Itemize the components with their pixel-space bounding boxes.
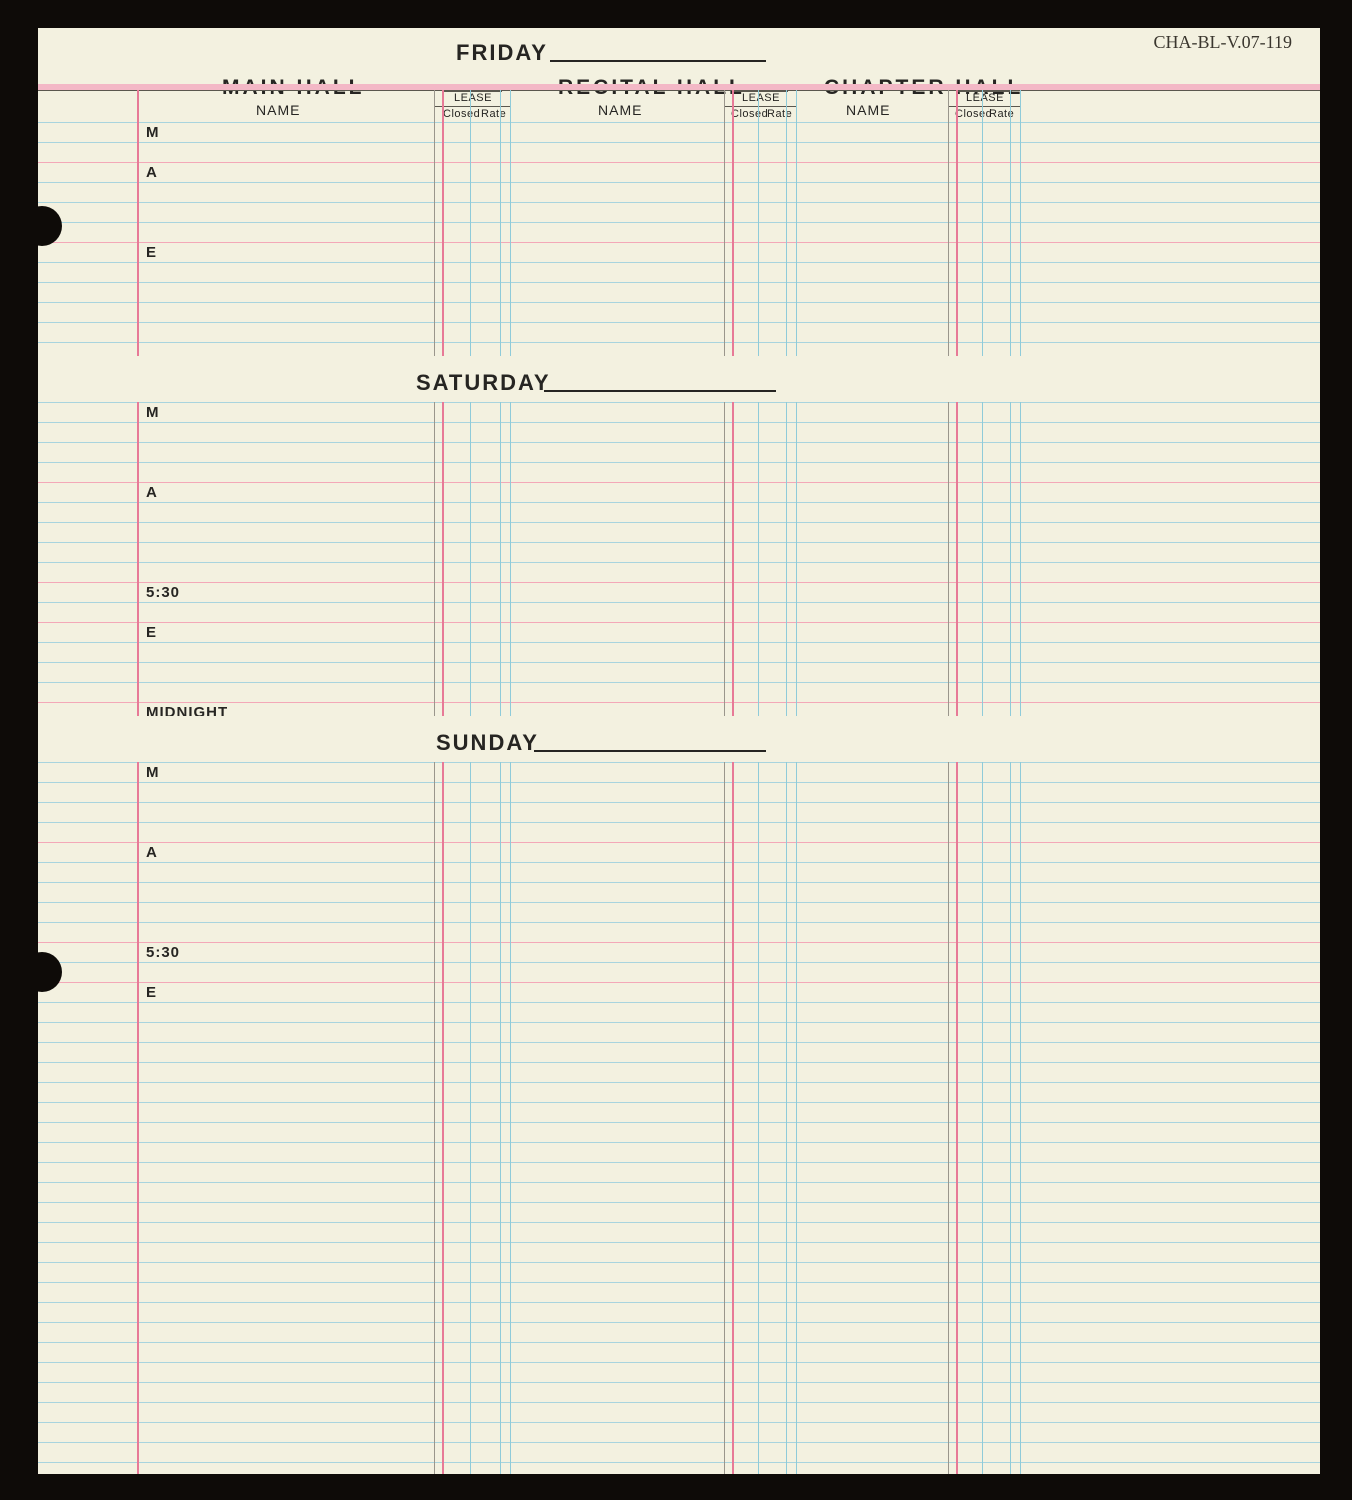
column-rule	[956, 402, 958, 716]
day-underline-sunday	[534, 750, 766, 752]
column-rule	[1020, 402, 1021, 716]
column-rule	[724, 402, 725, 716]
column-rule	[982, 402, 983, 716]
column-rule	[732, 762, 734, 1474]
column-rule	[796, 762, 797, 1474]
column-rule	[500, 762, 501, 1474]
column-rule	[1020, 762, 1021, 1474]
column-rule-region	[38, 762, 1320, 1474]
column-rule	[510, 762, 511, 1474]
column-rule	[500, 402, 501, 716]
column-rule	[948, 762, 949, 1474]
column-rule	[956, 762, 958, 1474]
column-rule	[982, 762, 983, 1474]
column-rule	[956, 90, 958, 356]
column-rule	[510, 402, 511, 716]
column-rule-region	[38, 402, 1320, 716]
column-rule	[796, 90, 797, 356]
column-rule	[796, 402, 797, 716]
punch-tab	[0, 216, 40, 236]
column-rule	[470, 90, 471, 356]
column-rule	[1010, 402, 1011, 716]
column-rule	[137, 402, 139, 716]
column-rule-region	[38, 90, 1320, 356]
day-title-sunday: SUNDAY	[436, 730, 539, 756]
column-rule	[758, 90, 759, 356]
column-rule	[732, 402, 734, 716]
day-band-saturday: SATURDAY	[38, 356, 1320, 402]
column-rule	[724, 90, 725, 356]
column-rule	[434, 762, 435, 1474]
column-rule	[982, 90, 983, 356]
column-rule	[732, 90, 734, 356]
column-rule	[442, 762, 444, 1474]
column-rule	[948, 90, 949, 356]
column-rule	[758, 402, 759, 716]
punch-tab	[0, 962, 40, 982]
column-rule	[137, 90, 139, 356]
column-rule	[758, 762, 759, 1474]
column-rule	[434, 90, 435, 356]
column-rule	[470, 402, 471, 716]
column-rule	[500, 90, 501, 356]
column-rule	[137, 762, 139, 1474]
column-rule	[442, 402, 444, 716]
ledger-page: CHA-BL-V.07-119 FRIDAY MAIN HALL RECITAL…	[38, 28, 1320, 1474]
day-underline-friday	[550, 60, 766, 62]
day-band-sunday: SUNDAY	[38, 716, 1320, 762]
column-rule	[786, 402, 787, 716]
column-rule	[442, 90, 444, 356]
day-title-saturday: SATURDAY	[416, 370, 551, 396]
column-rule	[786, 90, 787, 356]
column-rule	[470, 762, 471, 1474]
day-title-friday: FRIDAY	[456, 40, 548, 66]
column-rule	[1010, 90, 1011, 356]
column-rule	[1010, 762, 1011, 1474]
column-rule	[948, 402, 949, 716]
column-rule	[434, 402, 435, 716]
column-rule	[786, 762, 787, 1474]
column-rule	[724, 762, 725, 1474]
column-rule	[510, 90, 511, 356]
archive-annotation: CHA-BL-V.07-119	[1154, 32, 1293, 53]
column-rule	[1020, 90, 1021, 356]
day-underline-saturday	[544, 390, 776, 392]
